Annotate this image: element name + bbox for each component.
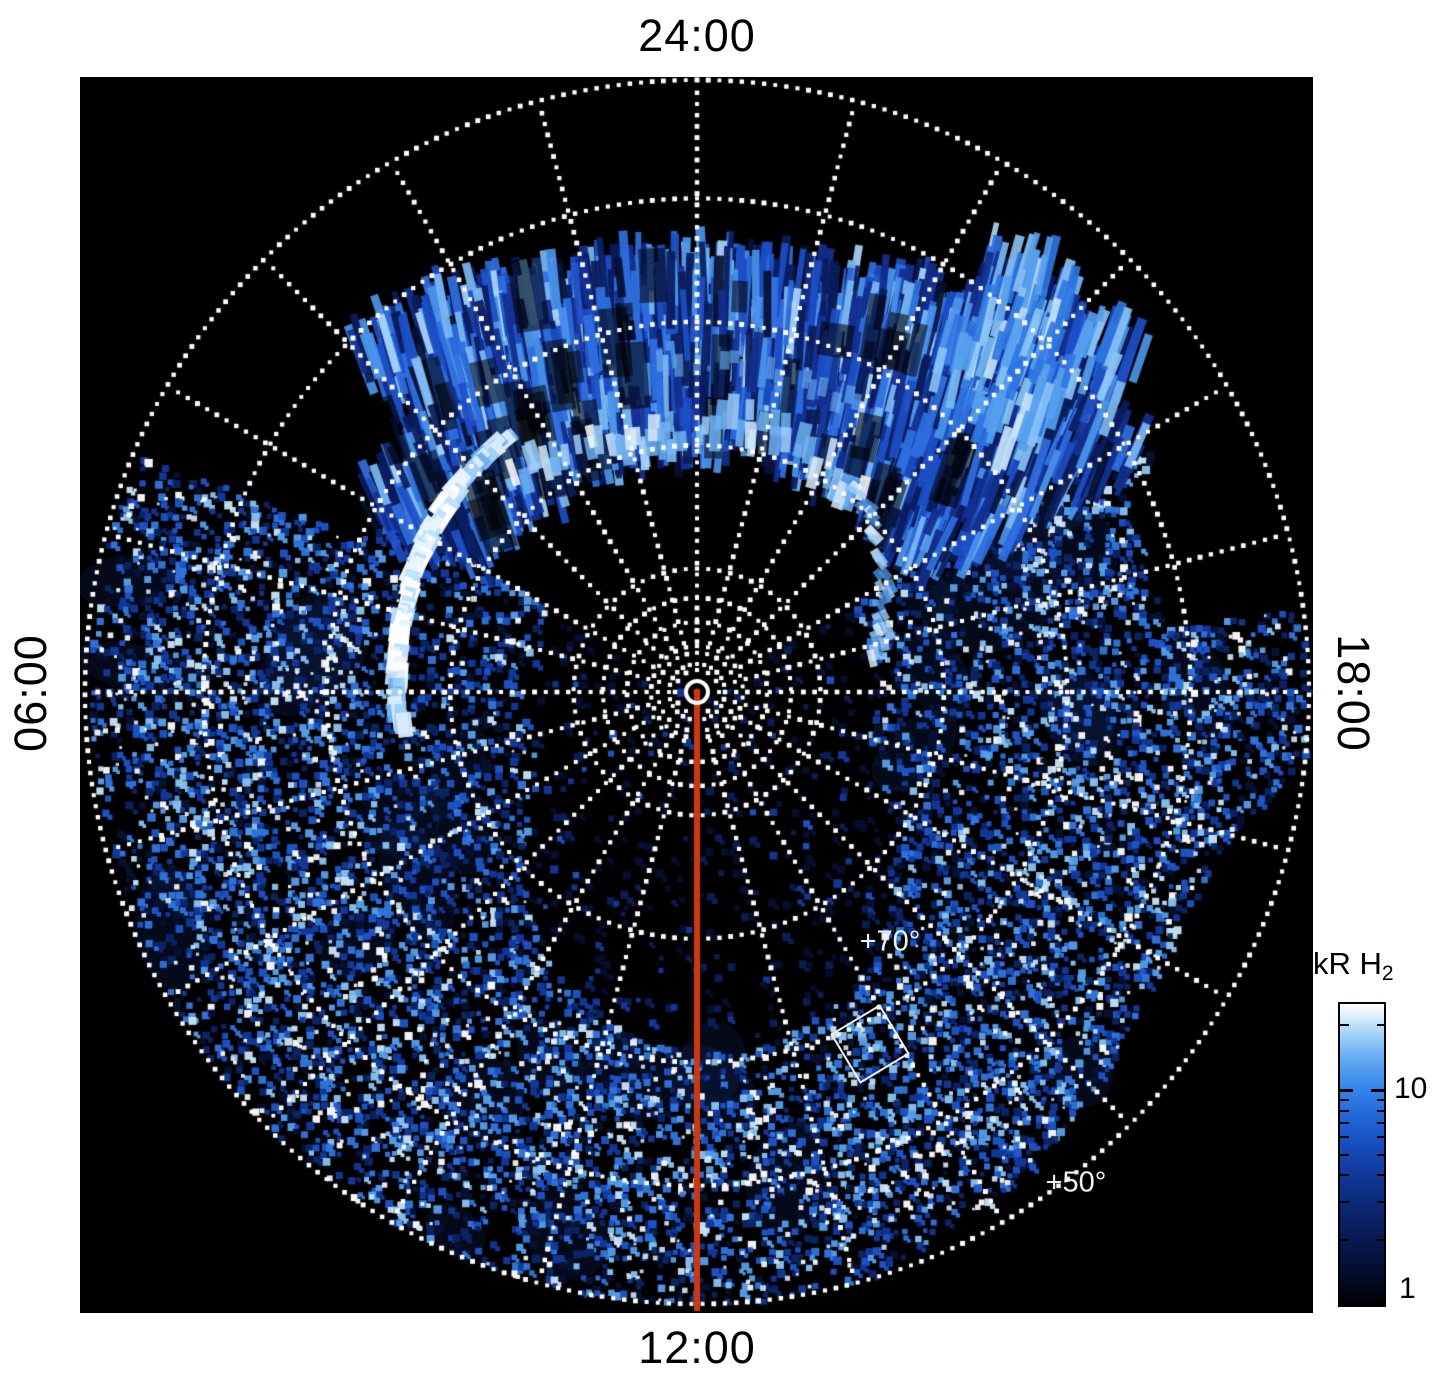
local-time-label-dusk: 18:00 — [1328, 634, 1379, 752]
colorbar-tick — [1340, 1098, 1349, 1101]
colorbar-tick — [1340, 1174, 1349, 1177]
colorbar-tick — [1340, 1023, 1349, 1026]
colorbar-tick — [1340, 1136, 1349, 1139]
latitude-label-50: +50° — [1045, 1166, 1107, 1199]
polar-plot-area: +70° +50° — [80, 77, 1313, 1313]
colorbar-tick — [1377, 1174, 1384, 1177]
colorbar-title: kR H2 — [1313, 946, 1394, 986]
colorbar-gradient — [1338, 1002, 1386, 1307]
local-time-label-midnight: 24:00 — [638, 10, 756, 61]
colorbar-tick — [1377, 1201, 1384, 1204]
colorbar-tick — [1340, 1201, 1349, 1204]
colorbar-tick-label-10: 10 — [1394, 1072, 1428, 1105]
colorbar-tick — [1340, 1153, 1349, 1156]
colorbar-tick — [1377, 1122, 1384, 1125]
colorbar-tick — [1340, 1239, 1349, 1242]
colorbar-title-main: kR H — [1313, 946, 1382, 981]
colorbar-tick — [1377, 1239, 1384, 1242]
colorbar-tick-label-1: 1 — [1399, 1272, 1416, 1305]
colorbar-tick — [1377, 1153, 1384, 1156]
colorbar-tick — [1377, 1136, 1384, 1139]
colorbar-tick — [1377, 1098, 1384, 1101]
latitude-label-70: +70° — [859, 925, 921, 958]
colorbar-title-subscript: 2 — [1381, 962, 1394, 985]
aurora-heatmap-canvas — [80, 77, 1313, 1313]
colorbar-tick — [1340, 1109, 1349, 1112]
colorbar-tick — [1340, 1122, 1349, 1125]
local-time-label-noon: 12:00 — [638, 1322, 756, 1373]
colorbar-tick — [1340, 1088, 1353, 1092]
local-time-label-dawn: 06:00 — [5, 634, 56, 752]
colorbar-tick — [1377, 1109, 1384, 1112]
colorbar-tick — [1371, 1088, 1384, 1092]
colorbar-tick — [1377, 1023, 1384, 1026]
